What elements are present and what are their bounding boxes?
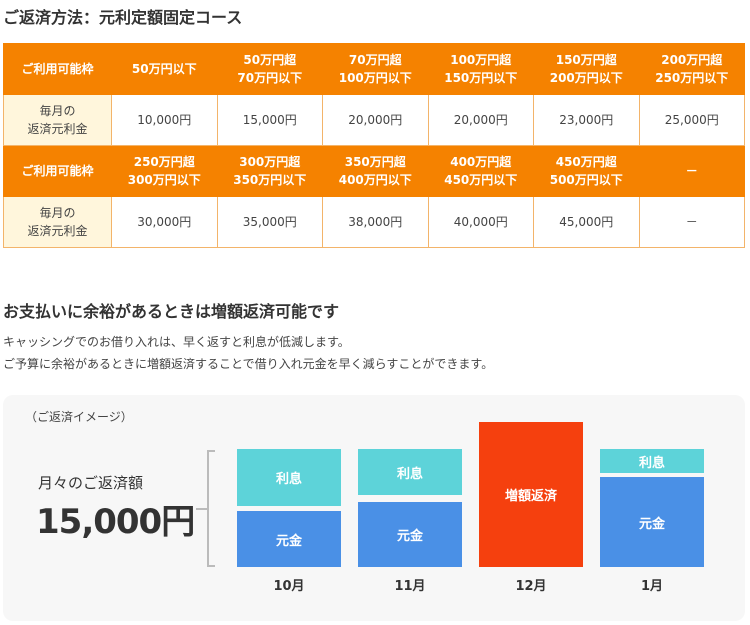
bar-oct-interest: 利息 bbox=[237, 449, 341, 506]
repayment-label: 毎月の 返済元利金 bbox=[3, 196, 112, 248]
repayment-amount-cell: － bbox=[638, 196, 745, 248]
table-row: 毎月の 返済元利金 10,000円 15,000円 20,000円 20,000円 23,… bbox=[3, 94, 745, 146]
repayment-amount-cell: 15,000円 bbox=[216, 94, 323, 146]
repayment-amount-cell: 25,000円 bbox=[638, 94, 745, 146]
limit-range-cell: 300万円超 350万円以下 bbox=[216, 145, 323, 197]
bar-jan-principal: 元金 bbox=[600, 477, 704, 567]
limit-range-cell: 450万円超 500万円以下 bbox=[533, 145, 640, 197]
page-title: ご返済方法：元利定額固定コース bbox=[3, 8, 243, 27]
repayment-amount-cell: 40,000円 bbox=[427, 196, 534, 248]
table-row: ご利用可能枠 50万円以下 50万円超 70万円以下 70万円超 100万円以下 100… bbox=[3, 43, 745, 95]
bar-jan-interest: 利息 bbox=[600, 449, 704, 473]
limit-range-cell: 400万円超 450万円以下 bbox=[427, 145, 534, 197]
repayment-amount-cell: 23,000円 bbox=[533, 94, 640, 146]
bar-dec-extra: 増額返済 bbox=[479, 422, 583, 567]
limit-range-cell: 100万円超 150万円以下 bbox=[427, 43, 534, 95]
limit-header: ご利用可能枠 bbox=[3, 43, 112, 95]
repayment-table: ご利用可能枠 50万円以下 50万円超 70万円以下 70万円超 100万円以下 100… bbox=[3, 43, 745, 248]
image-caption: （ご返済イメージ） bbox=[25, 410, 133, 424]
repayment-label: 毎月の 返済元利金 bbox=[3, 94, 112, 146]
table-row: ご利用可能枠 250万円超 300万円以下 300万円超 350万円以下 350万円超… bbox=[3, 145, 745, 197]
repayment-amount-cell: 38,000円 bbox=[322, 196, 429, 248]
repayment-amount-cell: 35,000円 bbox=[216, 196, 323, 248]
repayment-amount-cell: 20,000円 bbox=[322, 94, 429, 146]
bracket-tick bbox=[196, 508, 207, 510]
description-line: ご予算に余裕があるときに増額返済することで借り入れ元金を早く減らすことができます… bbox=[3, 357, 494, 371]
month-label: 10月 bbox=[273, 579, 305, 594]
limit-range-cell: 150万円超 200万円以下 bbox=[533, 43, 640, 95]
limit-range-cell: － bbox=[638, 145, 745, 197]
monthly-label: 月々のご返済額 bbox=[38, 474, 144, 492]
table-row: 毎月の 返済元利金 30,000円 35,000円 38,000円 40,000円 45,… bbox=[3, 196, 745, 248]
month-label: 1月 bbox=[640, 579, 664, 594]
repayment-amount-cell: 45,000円 bbox=[533, 196, 640, 248]
bracket bbox=[207, 450, 215, 567]
section-title: お支払いに余裕があるときは増額返済可能です bbox=[3, 302, 340, 321]
repayment-amount-cell: 10,000円 bbox=[111, 94, 218, 146]
bar-oct-principal: 元金 bbox=[237, 511, 341, 567]
limit-range-cell: 50万円超 70万円以下 bbox=[216, 43, 323, 95]
limit-range-cell: 250万円超 300万円以下 bbox=[111, 145, 218, 197]
limit-range-cell: 200万円超 250万円以下 bbox=[638, 43, 745, 95]
limit-range-cell: 70万円超 100万円以下 bbox=[322, 43, 429, 95]
month-label: 11月 bbox=[394, 579, 426, 594]
month-label: 12月 bbox=[515, 579, 547, 594]
monthly-amount: 15,000円 bbox=[36, 502, 195, 542]
bar-nov-interest: 利息 bbox=[358, 449, 462, 495]
limit-header: ご利用可能枠 bbox=[3, 145, 112, 197]
bar-nov-principal: 元金 bbox=[358, 502, 462, 567]
limit-range-cell: 50万円以下 bbox=[111, 43, 218, 95]
repayment-amount-cell: 20,000円 bbox=[427, 94, 534, 146]
description-line: キャッシングでのお借り入れは、早く返すと利息が低減します。 bbox=[3, 335, 350, 349]
limit-range-cell: 350万円超 400万円以下 bbox=[322, 145, 429, 197]
repayment-amount-cell: 30,000円 bbox=[111, 196, 218, 248]
